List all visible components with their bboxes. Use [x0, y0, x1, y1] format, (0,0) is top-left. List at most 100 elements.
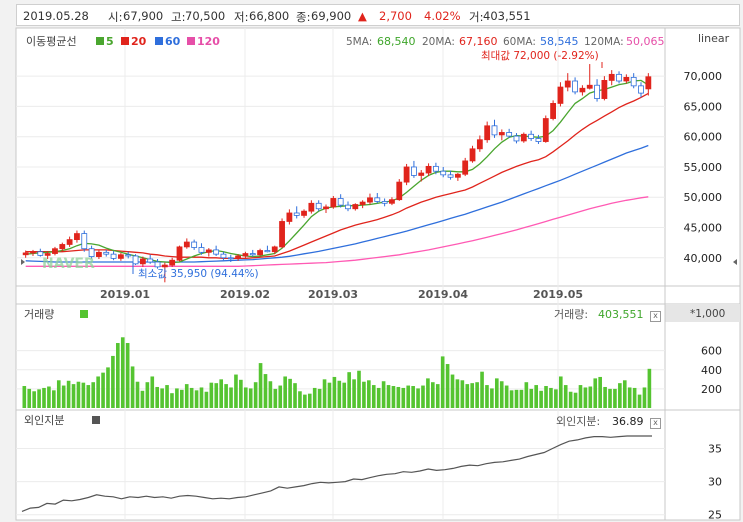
ma20-swatch[interactable] [121, 37, 129, 45]
candle-body [337, 198, 344, 206]
volume-bar [376, 387, 381, 408]
volume-bar [450, 374, 455, 408]
volume-bar [534, 385, 538, 408]
volume-bars [22, 337, 652, 408]
candle-body [608, 73, 615, 81]
volume-legend-swatch [80, 310, 88, 318]
volume-bar [322, 379, 327, 408]
candle-body [30, 251, 36, 254]
time-tick-label: 2019.04 [418, 288, 468, 301]
scroll-right-arrow-icon[interactable] [733, 259, 737, 265]
ma120-swatch[interactable] [187, 37, 195, 45]
volume-bar [642, 387, 647, 408]
volume-bar [622, 380, 627, 408]
candle-body [645, 76, 652, 90]
ma5-readout-value: 68,540 [377, 35, 416, 48]
ma5-swatch[interactable] [96, 37, 104, 45]
volume-bar [253, 382, 258, 408]
volume-bar [362, 381, 366, 408]
volume-bar [71, 384, 76, 408]
candle-body [66, 239, 73, 245]
volume-bar [81, 382, 86, 408]
candle-body [139, 258, 146, 265]
volume-bar [632, 387, 637, 408]
volume-bar [214, 383, 219, 408]
candle-body [301, 210, 307, 216]
candle-body [381, 201, 388, 204]
candle-body [389, 199, 395, 204]
candle-body [198, 247, 205, 253]
volume-bar [239, 379, 243, 408]
candle-body [586, 84, 593, 89]
candle-body [154, 261, 161, 268]
ma5-legend-label[interactable]: 5 [106, 35, 114, 48]
volume-bar [194, 390, 199, 408]
volume-tick-label: 400 [701, 364, 722, 377]
volume-bar [352, 379, 356, 408]
volume-bar [175, 388, 179, 408]
volume-bar [66, 380, 71, 408]
candle-body [330, 198, 337, 208]
volume-bar [485, 385, 489, 408]
candle-body [491, 125, 498, 136]
price-tick-label: 65,000 [684, 100, 723, 113]
volume-panel-close-button[interactable]: x [650, 311, 661, 322]
volume-bar [209, 382, 214, 408]
volume-bar [371, 385, 376, 408]
open-label: 시: [108, 10, 123, 24]
candle-body [52, 248, 58, 254]
foreign-tick-label: 35 [708, 443, 722, 456]
volume-bar [367, 380, 371, 408]
candle-body [315, 202, 322, 210]
volume-bar [347, 372, 351, 408]
volume-bar [499, 381, 504, 408]
volume-bar [435, 384, 440, 408]
candle-body [257, 250, 263, 256]
ma120-readout-label: 120MA: [584, 36, 624, 48]
ma20-legend-label[interactable]: 20 [131, 35, 147, 48]
ma120-line [25, 196, 649, 267]
volume-bar [539, 390, 543, 408]
volume-bar [421, 385, 425, 408]
volume-bar [283, 376, 287, 408]
volume-bar [529, 388, 534, 408]
volume-bar [357, 370, 361, 408]
foreign-tick-label: 30 [708, 476, 722, 489]
time-tick-label: 2019.03 [308, 288, 358, 301]
ma60-legend-label[interactable]: 60 [165, 35, 181, 48]
scale-mode-label[interactable]: linear [698, 32, 730, 45]
volume-tick-label: 600 [701, 345, 722, 358]
volume-bar [470, 383, 475, 408]
ma120-legend-label[interactable]: 120 [197, 35, 220, 48]
volume-bar [317, 388, 322, 408]
volume-bar [573, 392, 578, 408]
volume-bar [170, 393, 174, 408]
scroll-left-arrow-icon[interactable] [21, 259, 25, 265]
volume-bar [248, 388, 253, 408]
candle-body [110, 253, 117, 259]
candle-body [454, 173, 461, 178]
candle-body [235, 255, 242, 259]
volume-bar [509, 390, 514, 408]
candle-body [345, 204, 351, 210]
ma60-swatch[interactable] [155, 37, 163, 45]
volume-bar [298, 391, 302, 408]
foreign-panel-close-button[interactable]: x [650, 418, 661, 429]
up-arrow-icon: ▲ [358, 9, 367, 23]
volume-bar [603, 386, 607, 408]
volume-bar [165, 385, 169, 408]
volume-bar [480, 371, 484, 408]
volume-bar [598, 376, 602, 408]
volume-bar [101, 372, 105, 408]
volume-bar [312, 387, 317, 408]
volume-bar [426, 378, 430, 408]
ma20-line [25, 92, 649, 260]
volume-bar [263, 374, 268, 408]
volume-bar [160, 388, 164, 408]
volume-bar [37, 389, 41, 408]
candle-body [476, 139, 483, 150]
ma60-readout-value: 58,545 [540, 35, 579, 48]
volume-bar [106, 367, 110, 408]
candle-body [81, 233, 88, 250]
